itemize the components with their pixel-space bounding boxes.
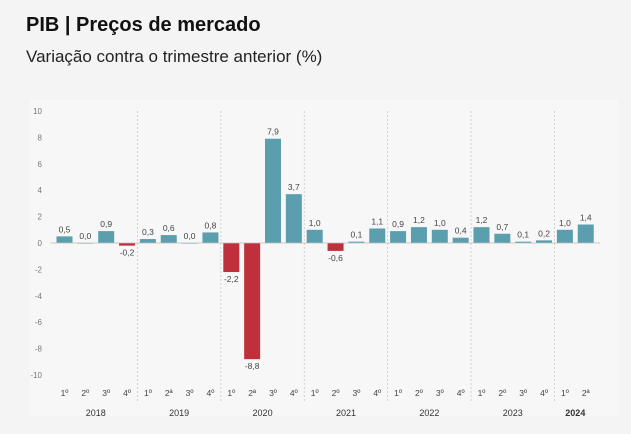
x-tick-label: 3º [186, 388, 194, 398]
bar-value-label: 0,1 [350, 230, 362, 240]
year-label: 2021 [336, 408, 356, 418]
x-tick-label: 3º [519, 388, 527, 398]
x-tick-label: 1º [311, 388, 319, 398]
y-tick-label: -4 [35, 292, 43, 301]
bar-value-label: -2,2 [224, 274, 239, 284]
bar-value-label: 0,3 [142, 227, 154, 237]
bar [223, 243, 240, 273]
bar [452, 237, 469, 243]
x-tick-label: 4º [373, 388, 381, 398]
bar [202, 232, 219, 243]
bar-value-label: 0,0 [79, 231, 91, 241]
year-label: 2022 [419, 408, 439, 418]
x-tick-label: 3º [436, 388, 444, 398]
x-tick-label: 2ª [248, 388, 257, 398]
x-tick-label: 3º [269, 388, 277, 398]
year-label: 2019 [169, 408, 189, 418]
bar-value-label: 3,7 [288, 182, 300, 192]
bar [556, 229, 573, 243]
bar-value-label: 1,0 [559, 218, 571, 228]
x-tick-label: 3º [102, 388, 110, 398]
x-tick-label: 2º [415, 388, 423, 398]
bar [410, 227, 427, 243]
bar [494, 233, 511, 243]
bar-value-label: 0,7 [496, 222, 508, 232]
chart-subtitle: Variação contra o trimestre anterior (%) [26, 47, 323, 66]
bar-value-label: 0,4 [455, 226, 467, 236]
bar-value-label: 1,0 [309, 218, 321, 228]
bar-value-label: -0,6 [328, 253, 343, 263]
bar-value-label: 1,4 [580, 213, 592, 223]
y-tick-label: -2 [35, 265, 43, 274]
x-tick-label: 1º [61, 388, 69, 398]
bar [160, 235, 177, 243]
year-label: 2024 [565, 408, 585, 418]
bar-value-label: 0,9 [100, 219, 112, 229]
bar-value-label: 0,8 [205, 220, 217, 230]
bar [139, 239, 156, 243]
bar [577, 224, 594, 243]
x-tick-label: 1º [144, 388, 152, 398]
x-tick-label: 4º [290, 388, 298, 398]
chart-title: PIB | Preços de mercado [26, 14, 261, 36]
x-tick-label: 2º [332, 388, 340, 398]
bar-value-label: 1,2 [476, 215, 488, 225]
bar-value-label: -8,8 [245, 361, 260, 371]
bar-value-label: 0,2 [538, 228, 550, 238]
year-label: 2018 [86, 408, 106, 418]
bar-value-label: 1,1 [371, 216, 383, 226]
y-tick-label: 4 [38, 186, 43, 195]
y-tick-label: 2 [38, 213, 43, 222]
bar [390, 231, 407, 243]
bar [348, 241, 365, 243]
x-tick-label: 4º [457, 388, 465, 398]
y-tick-label: -10 [30, 371, 42, 380]
x-tick-label: 2º [498, 388, 506, 398]
bar [536, 240, 553, 243]
bar [244, 243, 261, 360]
x-tick-label: 1º [394, 388, 402, 398]
bar [473, 227, 490, 243]
bar [56, 236, 73, 243]
y-tick-label: 6 [38, 160, 43, 169]
bar-value-label: 0,6 [163, 223, 175, 233]
y-tick-label: 10 [33, 107, 42, 116]
y-tick-label: 8 [38, 133, 43, 142]
bar-value-label: 0,9 [392, 219, 404, 229]
bar-value-label: 1,2 [413, 215, 425, 225]
x-tick-label: 1º [227, 388, 235, 398]
year-label: 2020 [253, 408, 273, 418]
x-tick-label: 4º [207, 388, 215, 398]
x-tick-label: 1º [478, 388, 486, 398]
bar-value-label: 7,9 [267, 127, 279, 137]
bar-value-label: 0,1 [517, 230, 529, 240]
x-tick-label: 2ª [165, 388, 174, 398]
bar [265, 138, 281, 243]
y-tick-label: 0 [38, 239, 43, 248]
bar [515, 241, 532, 243]
bar [98, 231, 115, 243]
bar-value-label: -0,2 [120, 248, 135, 258]
bar [285, 194, 302, 243]
y-tick-label: -6 [35, 318, 43, 327]
bar [119, 243, 136, 246]
x-tick-label: 2ª [582, 388, 591, 398]
bar [369, 228, 386, 243]
x-tick-label: 4º [540, 388, 548, 398]
plot-background [30, 100, 618, 416]
x-tick-label: 4º [123, 388, 131, 398]
x-tick-label: 3º [352, 388, 360, 398]
x-tick-label: 1º [561, 388, 569, 398]
bar-value-label: 1,0 [434, 218, 446, 228]
y-tick-label: -8 [35, 345, 43, 354]
bar-value-label: 0,5 [59, 224, 71, 234]
bar [431, 229, 448, 243]
x-tick-label: 2º [81, 388, 89, 398]
bar-value-label: 0,0 [184, 231, 196, 241]
bar [327, 243, 344, 251]
bar [306, 229, 323, 243]
year-label: 2023 [503, 408, 523, 418]
